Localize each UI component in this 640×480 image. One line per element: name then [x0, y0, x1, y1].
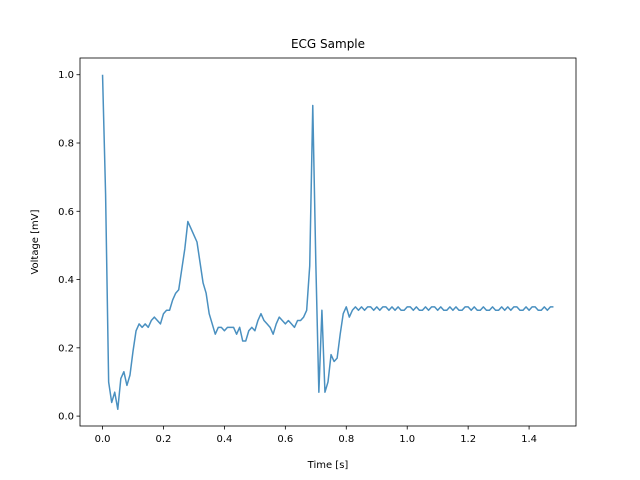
y-axis-label: Voltage [mV]: [30, 209, 41, 274]
x-tick-label: 0.8: [338, 434, 354, 445]
axes-frame: [79, 57, 577, 427]
x-tick-label: 0.0: [95, 434, 111, 445]
y-tick-label: 0.4: [58, 275, 74, 286]
x-tick-label: 0.6: [277, 434, 293, 445]
y-tick-label: 0.0: [58, 412, 74, 423]
y-tick-label: 0.6: [58, 207, 74, 218]
x-tick-label: 1.2: [460, 434, 476, 445]
x-tick-label: 1.0: [399, 434, 415, 445]
x-tick-label: 0.2: [156, 434, 172, 445]
y-tick-label: 0.2: [58, 343, 74, 354]
data-line: [101, 74, 554, 411]
x-axis-label: Time [s]: [307, 460, 349, 471]
y-tick-label: 0.8: [58, 139, 74, 150]
x-tick-label: 1.4: [521, 434, 537, 445]
chart-title: ECG Sample: [291, 37, 365, 51]
x-tick-label: 0.4: [216, 434, 232, 445]
y-tick-label: 1.0: [58, 70, 74, 81]
